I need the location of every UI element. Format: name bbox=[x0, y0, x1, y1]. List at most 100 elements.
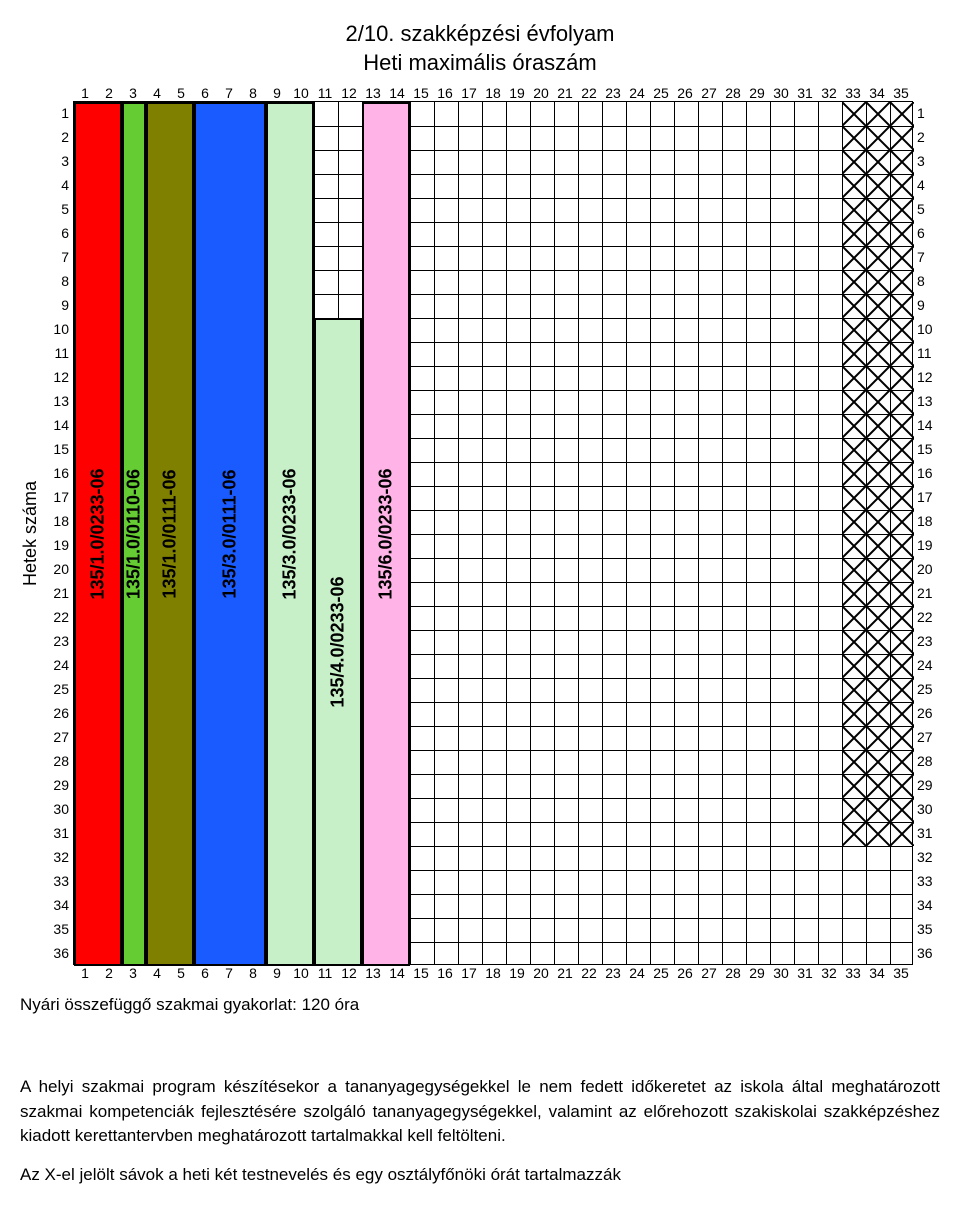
y-tick: 21 bbox=[45, 581, 73, 605]
x-tick: 34 bbox=[865, 965, 889, 981]
chart-bar-label: 135/6.0/0233-06 bbox=[376, 469, 397, 600]
y-tick: 1 bbox=[913, 101, 941, 125]
x-tick: 23 bbox=[601, 85, 625, 101]
x-tick: 19 bbox=[505, 965, 529, 981]
y-axis-right: 1234567891011121314151617181920212223242… bbox=[913, 101, 941, 965]
cross-hatch-column bbox=[866, 102, 890, 846]
x-tick: 13 bbox=[361, 965, 385, 981]
x-tick: 34 bbox=[865, 85, 889, 101]
y-tick: 2 bbox=[45, 125, 73, 149]
x-tick: 20 bbox=[529, 85, 553, 101]
x-tick: 9 bbox=[265, 965, 289, 981]
grid-v-line bbox=[602, 102, 603, 964]
x-tick: 16 bbox=[433, 85, 457, 101]
grid-v-line bbox=[554, 102, 555, 964]
y-tick: 8 bbox=[45, 269, 73, 293]
chart-bar-label: 135/3.0/0233-06 bbox=[280, 469, 301, 600]
y-tick: 6 bbox=[45, 221, 73, 245]
paragraph-2: Az X-el jelölt sávok a heti két testneve… bbox=[20, 1163, 940, 1188]
x-tick: 29 bbox=[745, 85, 769, 101]
x-tick: 18 bbox=[481, 85, 505, 101]
x-tick: 23 bbox=[601, 965, 625, 981]
y-tick: 26 bbox=[45, 701, 73, 725]
y-tick: 32 bbox=[45, 845, 73, 869]
y-tick: 21 bbox=[913, 581, 941, 605]
y-tick: 34 bbox=[45, 893, 73, 917]
y-tick: 14 bbox=[913, 413, 941, 437]
y-tick: 17 bbox=[913, 485, 941, 509]
x-tick: 26 bbox=[673, 85, 697, 101]
x-tick: 1 bbox=[73, 85, 97, 101]
y-tick: 29 bbox=[45, 773, 73, 797]
grid-v-line bbox=[794, 102, 795, 964]
grid-v-line bbox=[626, 102, 627, 964]
x-tick: 14 bbox=[385, 965, 409, 981]
grid-v-line bbox=[746, 102, 747, 964]
x-tick: 11 bbox=[313, 85, 337, 101]
x-tick: 24 bbox=[625, 965, 649, 981]
x-tick: 6 bbox=[193, 85, 217, 101]
body-text: A helyi szakmai program készítésekor a t… bbox=[20, 1075, 940, 1188]
x-tick: 31 bbox=[793, 965, 817, 981]
y-tick: 3 bbox=[45, 149, 73, 173]
grid-v-line bbox=[674, 102, 675, 964]
x-tick: 33 bbox=[841, 85, 865, 101]
cross-hatch-column bbox=[890, 102, 914, 846]
y-tick: 19 bbox=[45, 533, 73, 557]
y-tick: 23 bbox=[913, 629, 941, 653]
y-axis-label: Hetek száma bbox=[20, 481, 41, 586]
y-tick: 7 bbox=[45, 245, 73, 269]
chart-bar-label: 135/3.0/0111-06 bbox=[220, 470, 241, 599]
y-tick: 31 bbox=[913, 821, 941, 845]
x-tick: 30 bbox=[769, 965, 793, 981]
x-tick: 17 bbox=[457, 965, 481, 981]
x-tick: 31 bbox=[793, 85, 817, 101]
grid-v-line bbox=[578, 102, 579, 964]
grid-v-line bbox=[506, 102, 507, 964]
x-axis-bottom: 1234567891011121314151617181920212223242… bbox=[73, 965, 913, 981]
y-tick: 5 bbox=[913, 197, 941, 221]
y-tick: 11 bbox=[913, 341, 941, 365]
x-tick: 12 bbox=[337, 85, 361, 101]
x-tick: 32 bbox=[817, 965, 841, 981]
x-tick: 30 bbox=[769, 85, 793, 101]
x-tick: 14 bbox=[385, 85, 409, 101]
y-tick: 33 bbox=[913, 869, 941, 893]
title-line-1: 2/10. szakképzési évfolyam bbox=[20, 20, 940, 49]
x-tick: 10 bbox=[289, 85, 313, 101]
y-tick: 35 bbox=[913, 917, 941, 941]
x-tick: 21 bbox=[553, 965, 577, 981]
x-tick: 12 bbox=[337, 965, 361, 981]
y-tick: 10 bbox=[913, 317, 941, 341]
y-tick: 28 bbox=[913, 749, 941, 773]
x-tick: 10 bbox=[289, 965, 313, 981]
y-tick: 31 bbox=[45, 821, 73, 845]
y-tick: 10 bbox=[45, 317, 73, 341]
x-tick: 21 bbox=[553, 85, 577, 101]
y-tick: 25 bbox=[913, 677, 941, 701]
y-tick: 35 bbox=[45, 917, 73, 941]
y-tick: 18 bbox=[913, 509, 941, 533]
x-tick: 1 bbox=[73, 965, 97, 981]
chart-bar-label: 135/1.0/0111-06 bbox=[160, 470, 181, 599]
x-tick: 3 bbox=[121, 85, 145, 101]
y-tick: 19 bbox=[913, 533, 941, 557]
x-tick: 9 bbox=[265, 85, 289, 101]
y-tick: 15 bbox=[913, 437, 941, 461]
x-tick: 6 bbox=[193, 965, 217, 981]
y-tick: 6 bbox=[913, 221, 941, 245]
chart-bar-label: 135/1.0/0233-06 bbox=[88, 469, 109, 600]
y-tick: 9 bbox=[45, 293, 73, 317]
x-tick: 35 bbox=[889, 965, 913, 981]
title-line-2: Heti maximális óraszám bbox=[20, 49, 940, 78]
grid-v-line bbox=[650, 102, 651, 964]
grid-v-line bbox=[770, 102, 771, 964]
y-tick: 36 bbox=[45, 941, 73, 965]
x-tick: 29 bbox=[745, 965, 769, 981]
x-tick: 7 bbox=[217, 85, 241, 101]
plot-area: 135/1.0/0233-06135/1.0/0110-06135/1.0/01… bbox=[73, 101, 913, 965]
x-tick: 3 bbox=[121, 965, 145, 981]
chart: 1234567891011121314151617181920212223242… bbox=[45, 85, 913, 981]
x-tick: 25 bbox=[649, 85, 673, 101]
cross-hatch-column bbox=[842, 102, 866, 846]
